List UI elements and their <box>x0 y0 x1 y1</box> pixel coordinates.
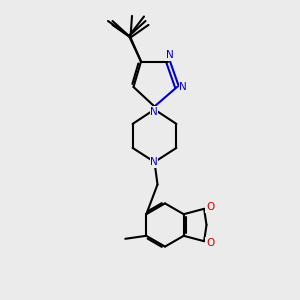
Text: O: O <box>206 202 214 212</box>
Text: N: N <box>166 50 173 61</box>
Text: O: O <box>206 238 214 248</box>
Text: N: N <box>150 107 158 117</box>
Text: N: N <box>179 82 187 92</box>
Text: N: N <box>150 157 158 167</box>
